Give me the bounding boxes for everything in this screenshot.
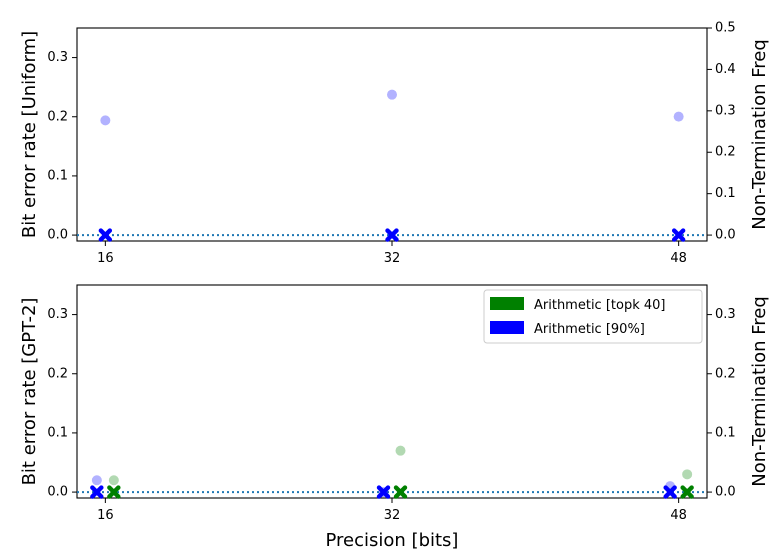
top-y2tick-label: 0.0 xyxy=(715,228,736,243)
top-bit-error-marker xyxy=(671,228,686,242)
bottom-bit-error-point xyxy=(680,485,694,499)
top-bit-error-marker xyxy=(385,228,399,242)
bottom-bit-error-point xyxy=(90,485,104,499)
top-xtick-label: 32 xyxy=(384,251,401,266)
bottom-y2label: Non-Termination Freq xyxy=(749,296,770,487)
bottom-ylabel: Bit error rate [GPT-2] xyxy=(19,298,40,486)
top-nontermination-point xyxy=(100,115,111,126)
legend-swatch-topk xyxy=(490,297,524,310)
bottom-bit-error-point xyxy=(107,485,121,499)
bottom-bit-error-point xyxy=(393,485,408,499)
legend-swatch-90 xyxy=(490,321,524,334)
bottom-bit-error-point xyxy=(663,485,677,499)
top-ylabel: Bit error rate [Uniform] xyxy=(19,31,40,238)
bottom-nontermination-point xyxy=(682,469,693,480)
bottom-ytick-label: 0.1 xyxy=(47,425,68,440)
top-ticks: 0.0 0.1 0.2 0.3 0.0 0.1 0.2 0.3 0.4 0.5 16 32 48 xyxy=(47,21,735,267)
bottom-bit-error-marker xyxy=(107,485,121,499)
top-y2tick-label: 0.2 xyxy=(715,145,736,160)
top-y2tick-label: 0.1 xyxy=(715,186,736,201)
bottom-ticks: 0.0 0.1 0.2 0.3 0.0 0.1 0.2 0.3 16 32 48 xyxy=(47,307,735,523)
bottom-plot-frame xyxy=(76,284,708,499)
top-y2label: Non-Termination Freq xyxy=(749,39,770,230)
bottom-nontermination-point xyxy=(108,475,119,486)
bottom-bit-error-marker xyxy=(393,485,408,499)
top-nontermination-point xyxy=(673,111,684,122)
bottom-ytick-label: 0.2 xyxy=(47,366,68,381)
top-plot-frame xyxy=(76,27,708,242)
top-y2tick-label: 0.4 xyxy=(715,62,736,77)
bottom-nontermination-point xyxy=(91,475,102,486)
bottom-xtick-label: 32 xyxy=(384,508,401,523)
bottom-marks xyxy=(77,445,707,499)
bottom-xlabel: Precision [bits] xyxy=(326,530,459,551)
bottom-xtick-label: 16 xyxy=(97,508,114,523)
top-marks xyxy=(77,89,707,242)
legend-box xyxy=(483,289,703,344)
top-y2tick-label: 0.3 xyxy=(715,103,736,118)
top-panel: 0.0 0.1 0.2 0.3 0.0 0.1 0.2 0.3 0.4 0.5 16 32 48 Bit… xyxy=(19,21,770,267)
bottom-bit-error-marker xyxy=(680,485,694,499)
top-ytick-label: 0.0 xyxy=(47,228,68,243)
bottom-bit-error-point xyxy=(376,485,391,499)
top-nontermination-point xyxy=(387,89,397,100)
top-xtick-label: 48 xyxy=(670,251,687,266)
top-ytick-label: 0.3 xyxy=(47,50,68,65)
bottom-nontermination-point xyxy=(395,445,406,456)
bottom-bit-error-marker xyxy=(663,485,677,499)
top-ytick-label: 0.1 xyxy=(47,168,68,183)
top-bit-error-point xyxy=(385,228,399,242)
bottom-y2tick-label: 0.0 xyxy=(715,485,736,500)
bottom-y2tick-label: 0.1 xyxy=(715,425,736,440)
legend-label-topk: Arithmetic [topk 40] xyxy=(534,298,666,313)
bottom-ytick-label: 0.3 xyxy=(47,307,68,322)
top-bit-error-point xyxy=(671,228,686,242)
bottom-panel: 0.0 0.1 0.2 0.3 0.0 0.1 0.2 0.3 16 32 48 Bit error… xyxy=(19,284,770,551)
bottom-bit-error-marker xyxy=(90,485,104,499)
bottom-y2tick-label: 0.3 xyxy=(715,307,736,322)
legend-label-90: Arithmetic [90%] xyxy=(534,322,645,337)
bottom-xtick-label: 48 xyxy=(670,508,687,523)
legend: Arithmetic [topk 40] Arithmetic [90%] xyxy=(483,289,703,344)
bottom-bit-error-marker xyxy=(376,485,391,499)
top-bit-error-point xyxy=(98,228,113,242)
top-xtick-label: 16 xyxy=(97,251,114,266)
top-y2tick-label: 0.5 xyxy=(715,21,736,36)
top-ytick-label: 0.2 xyxy=(47,109,68,124)
top-bit-error-marker xyxy=(98,228,113,242)
bottom-y2tick-label: 0.2 xyxy=(715,366,736,381)
bottom-ytick-label: 0.0 xyxy=(47,485,68,500)
